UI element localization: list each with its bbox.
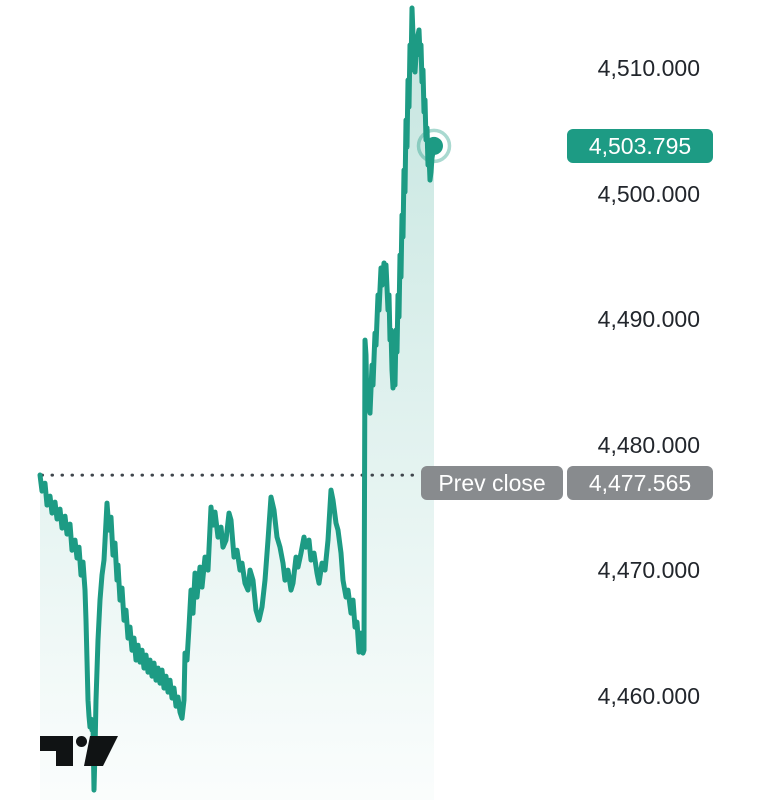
price-line [37, 5, 437, 793]
last-price-ring [416, 128, 452, 164]
price-axis-label: 4,480.000 [597, 431, 700, 458]
price-axis-label: 4,490.000 [597, 306, 700, 332]
tradingview-logo[interactable] [40, 736, 118, 766]
area-fill [40, 8, 434, 800]
prev-close-value-badge: 4,477.565 [567, 466, 713, 501]
price-axis-label: 4,470.000 [597, 557, 700, 583]
last-price-badge: 4,503.795 [567, 128, 713, 163]
price-axis-label: 4,460.000 [597, 682, 700, 709]
logo-dot [76, 736, 87, 747]
price-axis-label: 4,510.000 [597, 55, 700, 81]
logo-seven-glyph [84, 736, 118, 766]
last-price-dot [425, 136, 443, 155]
logo-one-glyph [40, 736, 73, 766]
prev-close-label-badge: Prev close [421, 466, 563, 501]
price-axis-label: 4,500.000 [597, 180, 700, 207]
